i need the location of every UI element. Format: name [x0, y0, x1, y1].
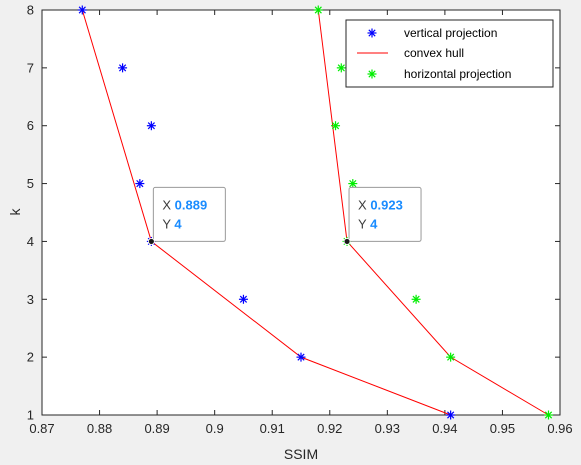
- data-point-vertical-projection: [296, 352, 306, 362]
- datatip-y-row: Y 4: [358, 216, 378, 231]
- datatip-y-label: Y: [358, 216, 370, 231]
- y-tick-label: 2: [27, 350, 34, 365]
- data-point-horizontal-projection: [446, 352, 456, 362]
- data-point-vertical-projection: [446, 410, 456, 420]
- x-tick-label: 0.96: [547, 421, 572, 436]
- datatip-y-label: Y: [162, 216, 174, 231]
- convex-hull-line-1: [81, 9, 451, 416]
- datatip-x-label: X: [358, 197, 370, 212]
- legend-label-horizontal-projection: horizontal projection: [404, 67, 511, 81]
- y-tick-label: 1: [27, 408, 34, 423]
- legend-label-convex-hull: convex hull: [404, 46, 464, 60]
- x-tick-label: 0.94: [432, 421, 457, 436]
- x-axis-title: SSIM: [284, 446, 318, 462]
- datatip-marker: [343, 238, 351, 245]
- data-point-horizontal-projection: [348, 179, 358, 189]
- data-point-vertical-projection: [238, 294, 248, 304]
- datatip-y-value: 4: [174, 216, 182, 231]
- x-tick-label: 0.88: [87, 421, 112, 436]
- x-tick-label: 0.89: [144, 421, 169, 436]
- x-tick-label: 0.87: [29, 421, 54, 436]
- y-tick-label: 4: [27, 234, 34, 249]
- y-tick-label: 3: [27, 292, 34, 307]
- x-tick-label: 0.9: [206, 421, 224, 436]
- y-axis-title: k: [7, 208, 23, 216]
- legend-marker-horizontal-projection: [367, 69, 377, 79]
- datatip-x-value: 0.923: [370, 197, 403, 212]
- y-tick-label: 5: [27, 176, 34, 191]
- data-point-horizontal-projection: [313, 5, 323, 15]
- data-point-horizontal-projection: [336, 63, 346, 73]
- datatip-x-value: 0.889: [175, 197, 208, 212]
- datatip-marker: [147, 238, 155, 245]
- datatip-y-row: Y 4: [162, 216, 182, 231]
- datatip-y-value: 4: [370, 216, 378, 231]
- data-point-vertical-projection: [135, 179, 145, 189]
- legend-asterisk-icon: [367, 69, 377, 79]
- data-point-horizontal-projection: [331, 121, 341, 131]
- legend: vertical projection convex hull horizont…: [345, 19, 554, 88]
- y-tick-label: 7: [27, 60, 34, 75]
- y-tick-label: 8: [27, 3, 34, 18]
- datatip-box: [348, 186, 422, 242]
- data-point-vertical-projection: [146, 121, 156, 131]
- ticks-layer: 0.87 0.88 0.89 0.9 0.91 0.92 0.93 0.94 0.95 0.96 1…: [27, 3, 573, 437]
- datatip-box: [152, 186, 226, 242]
- legend-item-horizontal-projection: horizontal projection: [367, 67, 511, 81]
- legend-item-convex-hull: convex hull: [357, 46, 464, 60]
- datatip-x-row: X 0.923: [358, 197, 403, 212]
- data-point-horizontal-projection: [411, 294, 421, 304]
- y-tick-label: 6: [27, 118, 34, 133]
- x-tick-label: 0.91: [260, 421, 285, 436]
- data-point-horizontal-projection: [543, 410, 553, 420]
- legend-item-vertical-projection: vertical projection: [367, 26, 497, 40]
- legend-label-vertical-projection: vertical projection: [404, 26, 497, 40]
- x-tick-label: 0.92: [317, 421, 342, 436]
- datatip-x-row: X 0.889: [162, 197, 207, 212]
- data-point-vertical-projection: [118, 63, 128, 73]
- data-point-vertical-projection: [77, 5, 87, 15]
- datatip-x-label: X: [162, 197, 174, 212]
- series-horizontal-projection: [313, 5, 553, 420]
- x-tick-label: 0.95: [490, 421, 515, 436]
- legend-marker-vertical-projection: [367, 28, 377, 38]
- x-tick-label: 0.93: [375, 421, 400, 436]
- legend-asterisk-icon: [367, 28, 377, 38]
